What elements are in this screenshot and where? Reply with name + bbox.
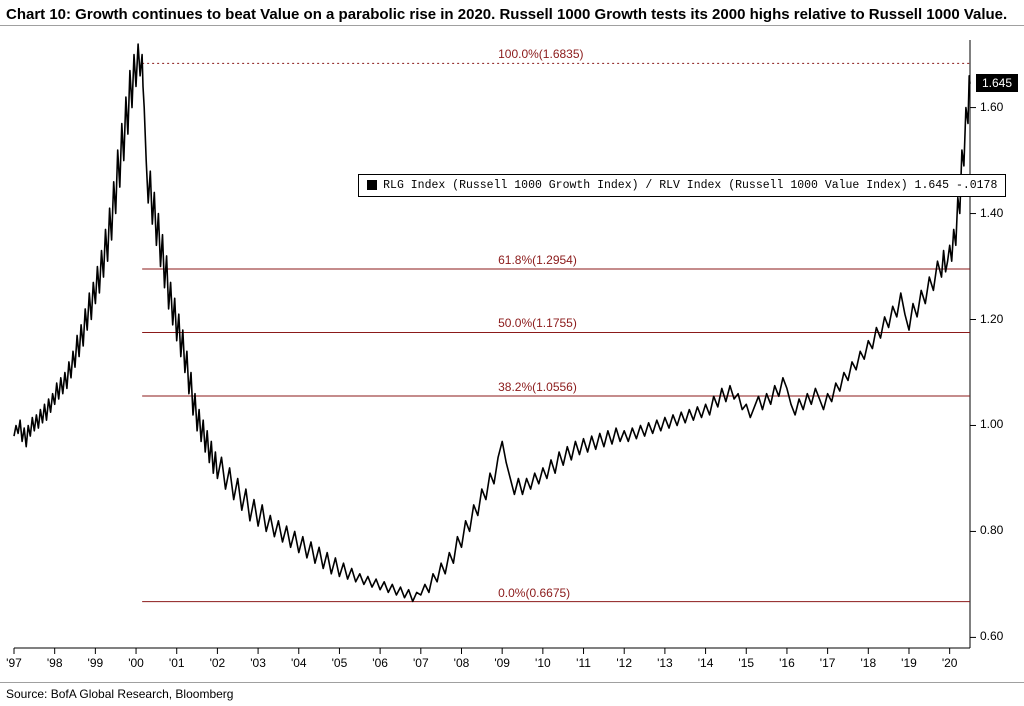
last-value-badge: 1.645 — [976, 74, 1018, 92]
x-tick-label: '12 — [616, 656, 632, 670]
x-tick-label: '00 — [128, 656, 144, 670]
x-tick-label: '08 — [454, 656, 470, 670]
legend-marker — [367, 180, 377, 190]
x-tick-label: '02 — [210, 656, 226, 670]
x-tick-label: '04 — [291, 656, 307, 670]
y-tick-label: 1.40 — [980, 206, 1003, 220]
chart-title: Chart 10: Growth continues to beat Value… — [0, 0, 1024, 26]
x-tick-label: '10 — [535, 656, 551, 670]
x-tick-label: '16 — [779, 656, 795, 670]
fibonacci-label: 38.2%(1.0556) — [498, 380, 577, 394]
chart-svg — [0, 26, 1024, 682]
y-tick-label: 1.20 — [980, 312, 1003, 326]
x-tick-label: '13 — [657, 656, 673, 670]
x-tick-label: '01 — [169, 656, 185, 670]
x-tick-label: '19 — [901, 656, 917, 670]
x-tick-label: '14 — [698, 656, 714, 670]
x-tick-label: '97 — [6, 656, 22, 670]
y-tick-label: 1.00 — [980, 417, 1003, 431]
y-tick-label: 0.80 — [980, 523, 1003, 537]
x-tick-label: '05 — [332, 656, 348, 670]
x-tick-label: '06 — [372, 656, 388, 670]
x-tick-label: '17 — [820, 656, 836, 670]
y-tick-label: 0.60 — [980, 629, 1003, 643]
x-tick-label: '11 — [576, 656, 591, 670]
x-tick-label: '03 — [250, 656, 266, 670]
fibonacci-label: 50.0%(1.1755) — [498, 316, 577, 330]
x-tick-label: '99 — [88, 656, 104, 670]
x-tick-label: '20 — [942, 656, 958, 670]
chart-source: Source: BofA Global Research, Bloomberg — [0, 682, 1024, 701]
y-tick-label: 1.60 — [980, 100, 1003, 114]
x-tick-label: '07 — [413, 656, 429, 670]
fibonacci-label: 61.8%(1.2954) — [498, 253, 577, 267]
x-tick-label: '09 — [494, 656, 510, 670]
x-tick-label: '18 — [860, 656, 876, 670]
chart-area: RLG Index (Russell 1000 Growth Index) / … — [0, 26, 1024, 682]
legend-box: RLG Index (Russell 1000 Growth Index) / … — [358, 174, 1006, 197]
legend-text: RLG Index (Russell 1000 Growth Index) / … — [383, 179, 997, 192]
x-tick-label: '15 — [738, 656, 754, 670]
x-tick-label: '98 — [47, 656, 63, 670]
fibonacci-label: 100.0%(1.6835) — [498, 47, 583, 61]
fibonacci-label: 0.0%(0.6675) — [498, 586, 570, 600]
